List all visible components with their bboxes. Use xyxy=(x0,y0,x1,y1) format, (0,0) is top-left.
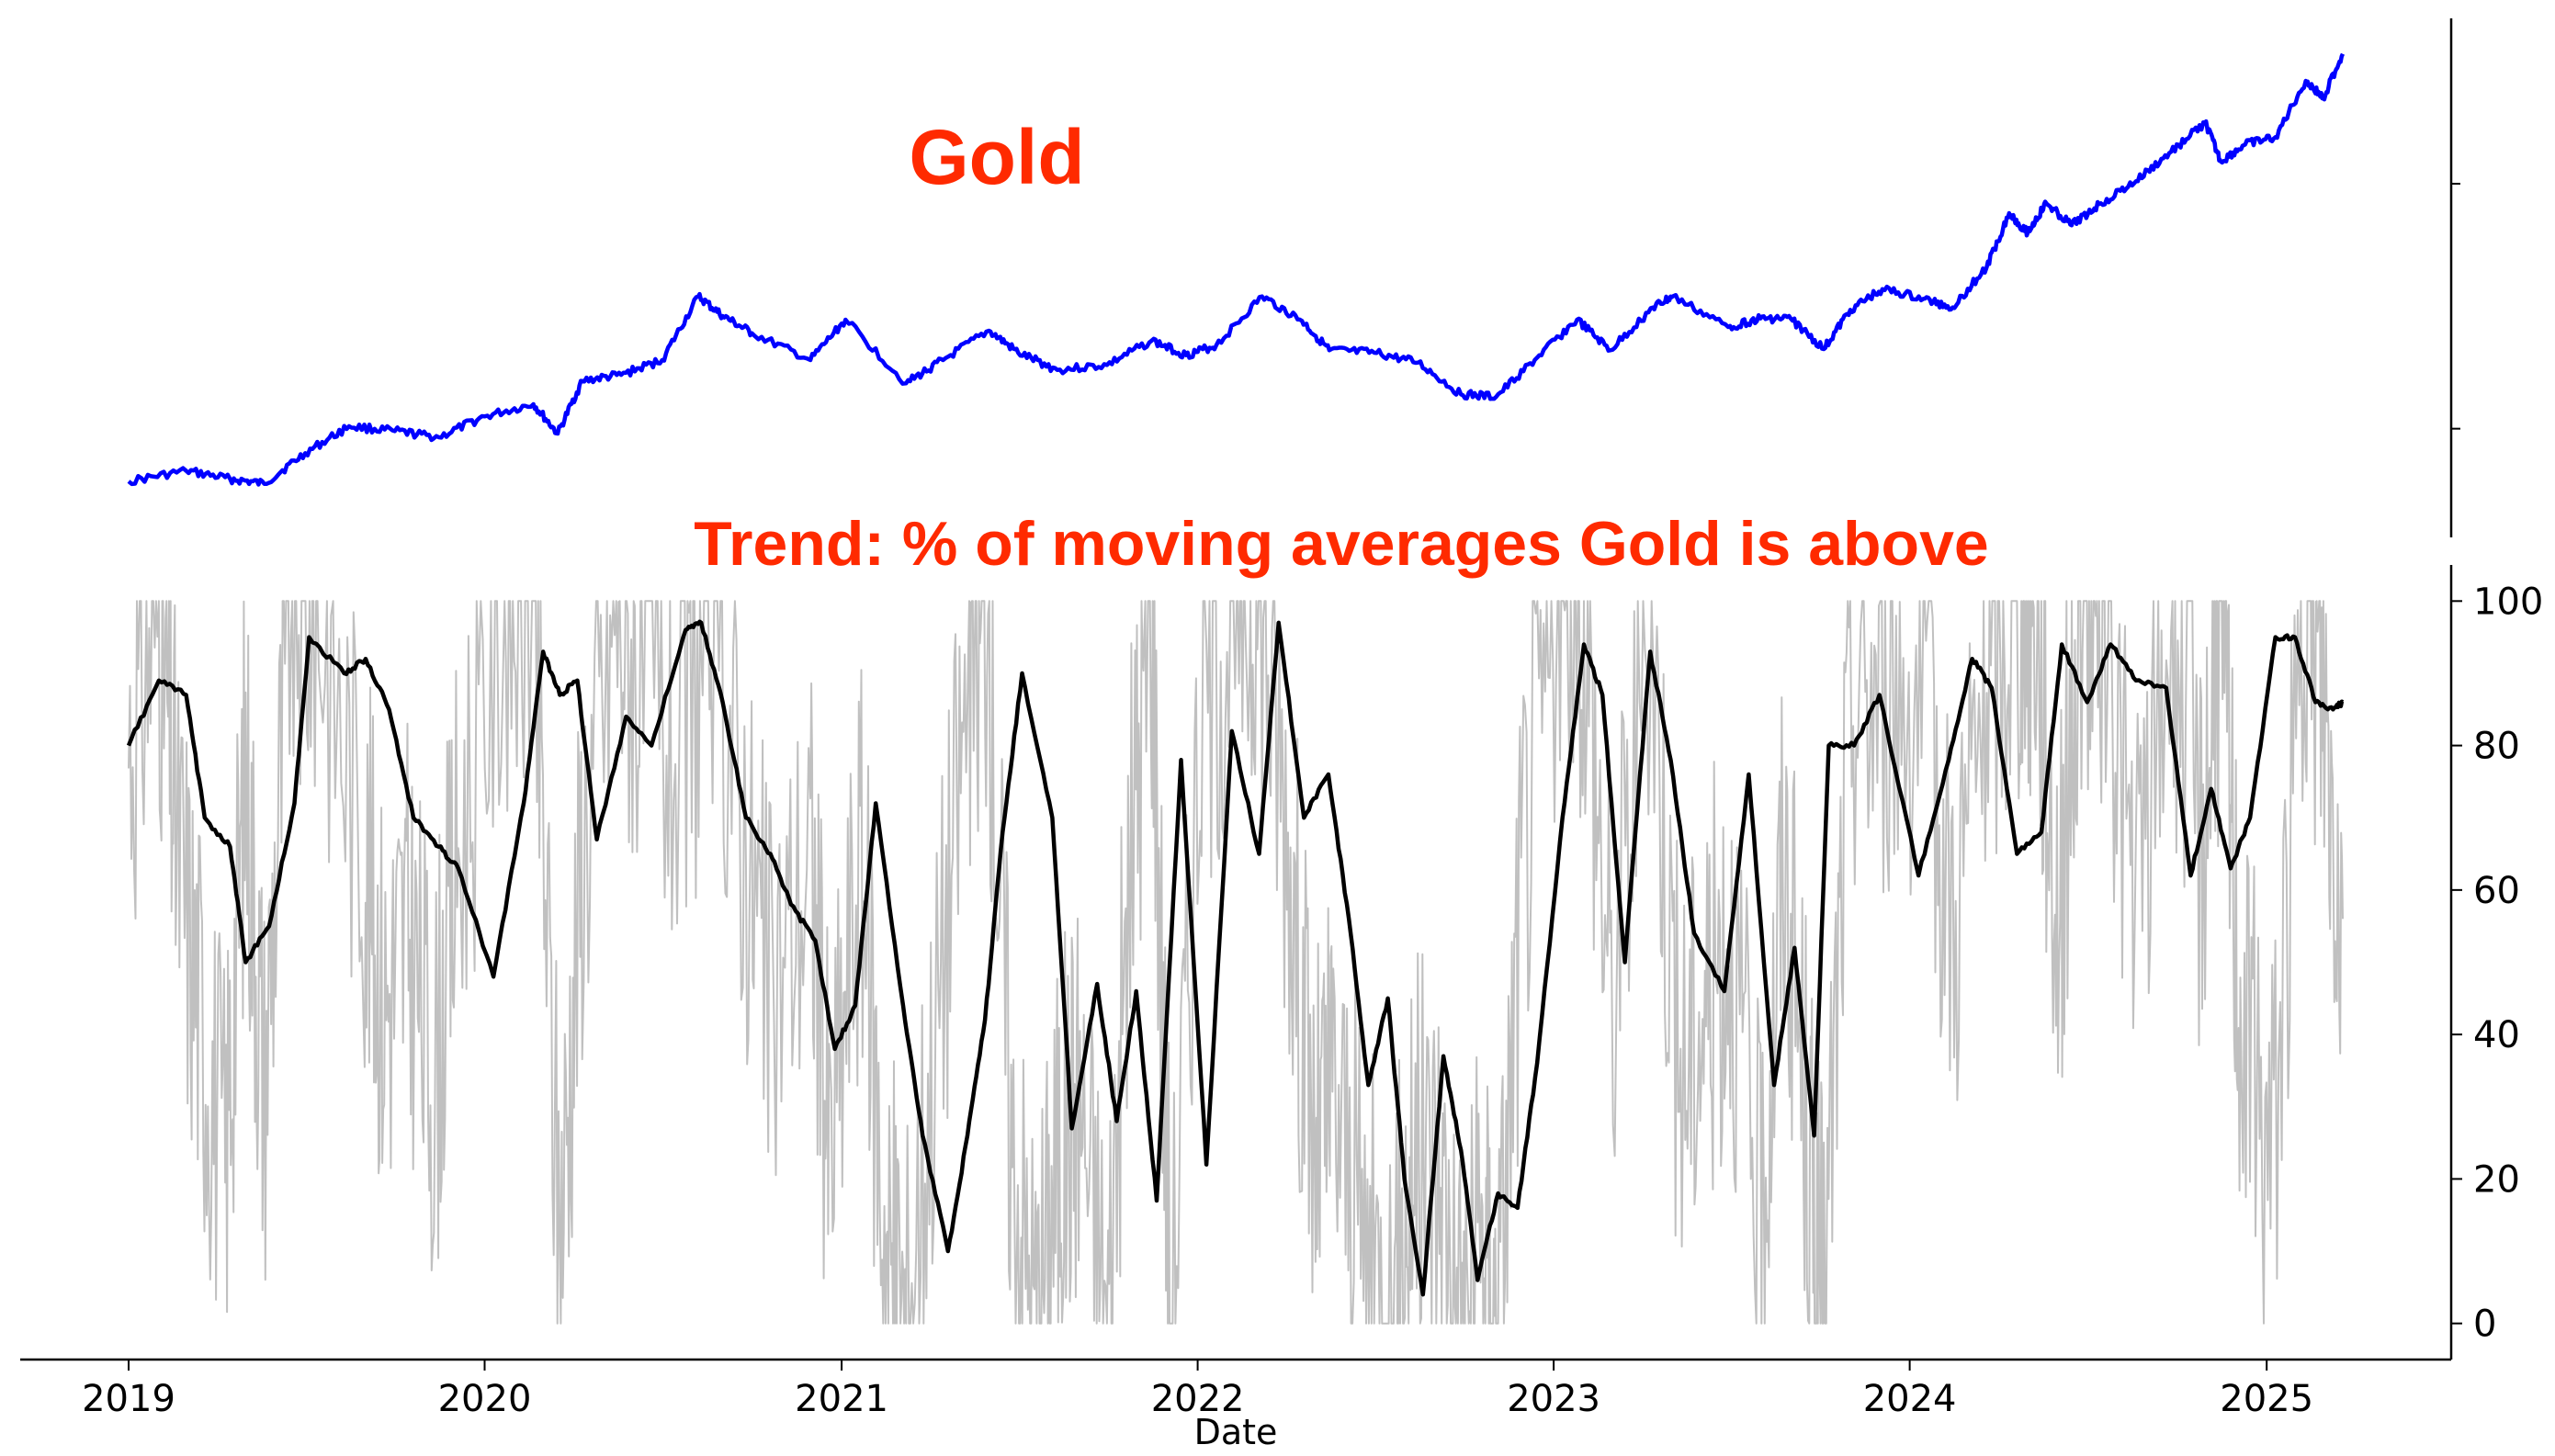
gold-price-panel: Gold xyxy=(127,18,2460,537)
x-tick-label: 2022 xyxy=(1151,1378,1245,1420)
trend-y-ticks: 0 20 40 60 80 100 xyxy=(2451,581,2543,1346)
y-tick-label: 60 xyxy=(2473,870,2520,912)
x-tick-label: 2024 xyxy=(1863,1378,1957,1420)
trend-x-ticks: 2019 2020 2021 2022 2023 2024 2025 xyxy=(82,1360,2313,1420)
y-tick-label: 20 xyxy=(2473,1158,2520,1201)
gold-title: Gold xyxy=(909,114,1084,200)
gold-price-line xyxy=(127,52,2346,487)
x-tick-label: 2019 xyxy=(82,1378,175,1420)
trend-raw-line xyxy=(128,600,2344,1325)
x-axis-label: Date xyxy=(1194,1412,1278,1451)
x-tick-label: 2021 xyxy=(795,1378,888,1420)
x-tick-label: 2020 xyxy=(438,1378,532,1420)
trend-title: Trend: % of moving averages Gold is abov… xyxy=(694,509,1988,579)
x-tick-label: 2025 xyxy=(2220,1378,2313,1420)
y-tick-label: 40 xyxy=(2473,1014,2520,1056)
x-tick-label: 2023 xyxy=(1507,1378,1600,1420)
gold-price-y-ticks xyxy=(2451,183,2460,430)
y-tick-label: 0 xyxy=(2473,1304,2496,1346)
trend-smoothed-line xyxy=(126,619,2345,1297)
y-tick-label: 100 xyxy=(2473,581,2543,623)
y-tick-label: 80 xyxy=(2473,726,2520,768)
trend-panel: 0 20 40 60 80 100 2019 2020 2021 2022 2023 2024 202… xyxy=(20,509,2543,1452)
